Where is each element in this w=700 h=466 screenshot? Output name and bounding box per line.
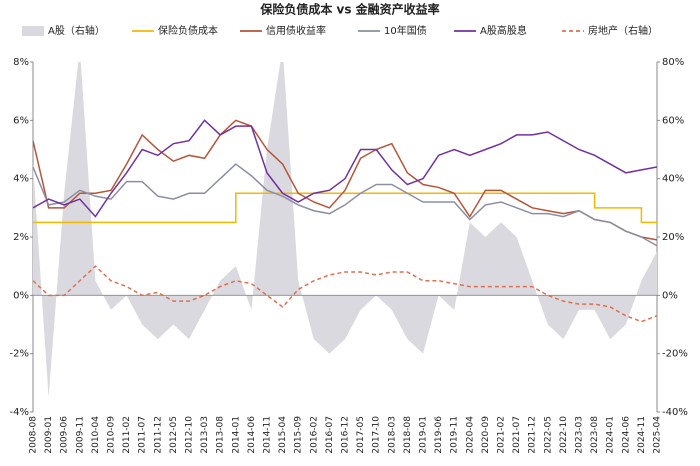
x-tick-label: 2014-11 [263, 416, 273, 454]
x-tick-label: 2011-12 [153, 416, 163, 454]
x-tick-label: 2009-01 [44, 416, 54, 454]
x-tick-label: 2009-11 [75, 416, 85, 454]
x-tick-label: 2017-10 [372, 416, 382, 454]
y2-tick-label: 60% [662, 115, 684, 126]
x-tick-label: 2023-08 [590, 416, 600, 454]
y2-tick-label: -20% [662, 349, 688, 360]
x-tick-label: 2011-02 [122, 416, 132, 454]
x-tick-label: 2012-10 [185, 416, 195, 454]
x-tick-label: 2024-01 [606, 416, 616, 454]
x-tick-label: 2019-11 [450, 416, 460, 454]
x-tick-label: 2016-07 [325, 416, 335, 454]
legend-label: 10年国债 [384, 24, 427, 37]
line [33, 163, 657, 247]
y-tick-label: 8% [13, 57, 29, 68]
y-tick-label: 0% [13, 290, 29, 301]
x-tick-label: 2016-12 [341, 416, 351, 454]
x-tick-label: 2009-06 [60, 416, 70, 454]
line [33, 265, 657, 323]
x-tick-label: 2013-03 [200, 416, 210, 454]
x-tick-label: 2010-04 [91, 416, 101, 454]
legend-label: 房地产（右轴） [588, 24, 658, 37]
x-tick-label: 2024-11 [637, 416, 647, 454]
y2-tick-label: 80% [662, 57, 684, 68]
x-tick-label: 2018-08 [403, 416, 413, 454]
x-tick-label: 2012-05 [169, 416, 179, 454]
x-tick-label: 2019-06 [434, 416, 444, 454]
x-tick-label: 2011-07 [138, 416, 148, 454]
legend-label: 信用债收益率 [266, 24, 326, 37]
x-tick-label: 2017-05 [356, 416, 366, 454]
y-tick-label: 6% [13, 115, 29, 126]
x-tick-label: 2021-02 [497, 416, 507, 454]
area [33, 62, 657, 398]
y2-tick-label: 40% [662, 174, 684, 185]
x-tick-label: 2008-08 [29, 416, 39, 454]
x-tick-label: 2014-06 [247, 416, 257, 454]
x-tick-label: 2015-04 [278, 416, 288, 454]
x-tick-label: 2018-03 [387, 416, 397, 454]
legend-label: 保险负债成本 [158, 24, 218, 37]
x-tick-label: 2016-02 [309, 416, 319, 454]
x-tick-label: 2023-03 [575, 416, 585, 454]
x-tick-label: 2021-07 [512, 416, 522, 454]
x-tick-label: 2015-09 [294, 416, 304, 454]
x-tick-label: 2010-09 [107, 416, 117, 454]
y2-tick-label: -40% [662, 407, 688, 418]
legend-label: A股高股息 [480, 24, 527, 37]
x-tick-label: 2025-04 [653, 416, 663, 454]
x-tick-label: 2020-09 [481, 416, 491, 454]
x-tick-label: 2020-04 [465, 416, 475, 454]
y-tick-label: -2% [10, 349, 29, 360]
x-tick-label: 2013-08 [216, 416, 226, 454]
x-tick-label: 2024-06 [621, 416, 631, 454]
y-tick-label: 4% [13, 174, 29, 185]
x-tick-label: 2021-12 [528, 416, 538, 454]
legend-label: A股（右轴） [48, 24, 105, 37]
chart-title: 保险负债成本 vs 金融资产收益率 [259, 2, 439, 17]
x-tick-label: 2022-05 [543, 416, 553, 454]
y-tick-label: 2% [13, 232, 29, 243]
line [33, 119, 657, 218]
y-tick-label: -4% [10, 407, 29, 418]
x-tick-label: 2014-01 [231, 416, 241, 454]
x-tick-label: 2019-01 [419, 416, 429, 454]
legend-swatch [22, 26, 44, 36]
line [33, 119, 657, 241]
y2-tick-label: 0% [662, 290, 678, 301]
x-tick-label: 2022-10 [559, 416, 569, 454]
y2-tick-label: 20% [662, 232, 684, 243]
line [33, 192, 657, 224]
